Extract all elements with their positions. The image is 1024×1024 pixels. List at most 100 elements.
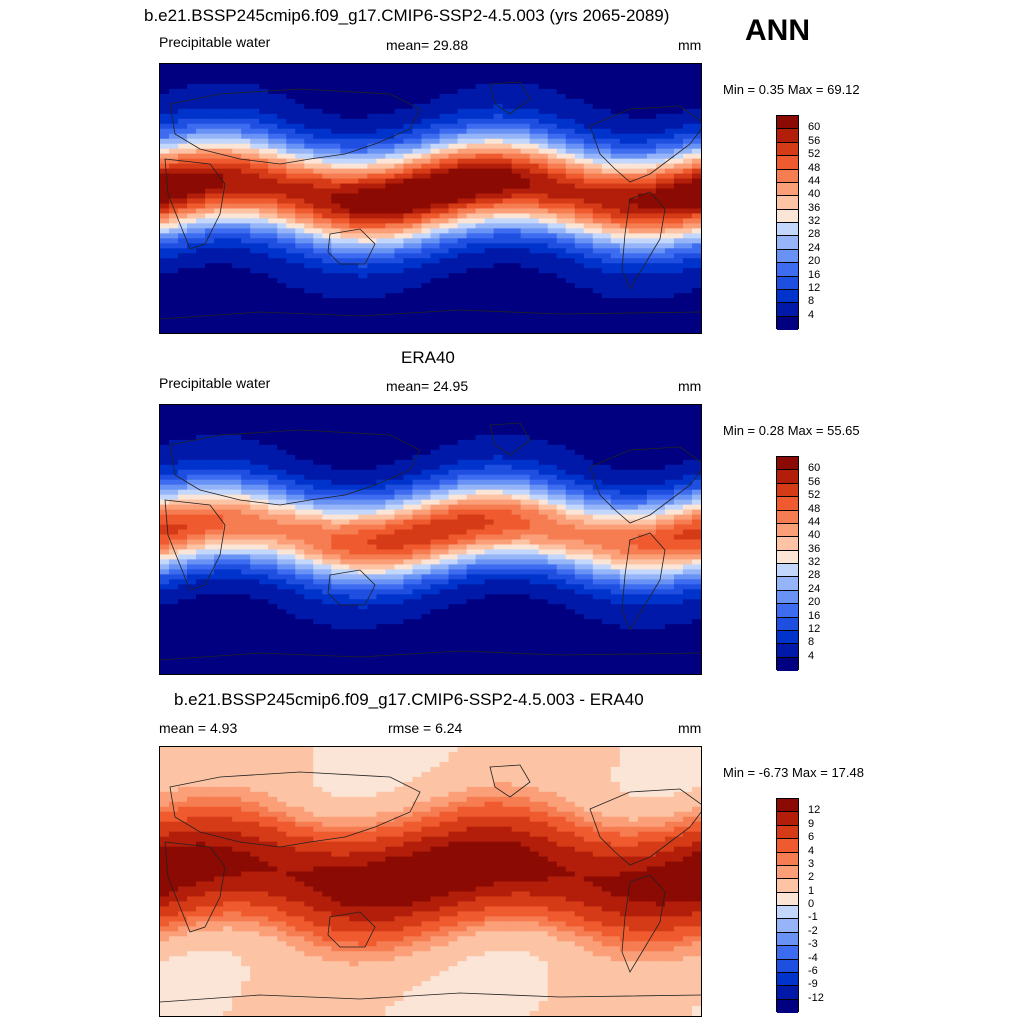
colorbar-tick-label: 36 bbox=[808, 542, 821, 555]
panel-2-colorbar bbox=[776, 456, 799, 671]
colorbar-segment bbox=[777, 999, 798, 1013]
panel-1-units: mm bbox=[678, 37, 702, 53]
panel-3-minmax: Min = -6.73 Max = 17.48 bbox=[723, 765, 864, 780]
coastline bbox=[160, 309, 701, 320]
map-field bbox=[160, 405, 701, 674]
panel-2-max-value: 55.65 bbox=[827, 423, 860, 438]
colorbar-tick-label: 16 bbox=[808, 609, 821, 622]
colorbar-tick-label: 3 bbox=[808, 857, 815, 870]
colorbar-segment bbox=[777, 644, 798, 658]
colorbar-segment bbox=[777, 156, 798, 170]
colorbar-tick-label: -2 bbox=[808, 924, 818, 937]
colorbar-segment bbox=[777, 617, 798, 631]
colorbar-segment bbox=[777, 630, 798, 645]
panel-2-minmax: Min = 0.28 Max = 55.65 bbox=[723, 423, 860, 438]
colorbar-segment bbox=[777, 129, 798, 143]
colorbar-tick-label: 1 bbox=[808, 884, 815, 897]
coastline bbox=[489, 764, 531, 798]
colorbar-segment bbox=[777, 919, 798, 933]
colorbar-tick-label: 44 bbox=[808, 515, 821, 528]
colorbar-segment bbox=[777, 590, 798, 605]
panel-2-max-label: Max = bbox=[787, 423, 824, 438]
colorbar-tick-label: 4 bbox=[808, 844, 815, 857]
colorbar-tick-label: 6 bbox=[808, 831, 815, 844]
colorbar-segment bbox=[777, 537, 798, 551]
panel-1-max-value: 69.12 bbox=[827, 82, 860, 97]
panel-2-variable-label: Precipitable water bbox=[159, 375, 271, 391]
coastline bbox=[589, 788, 701, 866]
panel-3-max-value: 17.48 bbox=[831, 765, 864, 780]
colorbar-segment bbox=[777, 564, 798, 578]
coastline bbox=[160, 650, 701, 661]
colorbar-tick-label: 12 bbox=[808, 281, 821, 294]
coastline bbox=[327, 228, 376, 265]
colorbar-segment bbox=[777, 182, 798, 197]
panel-2-units: mm bbox=[678, 378, 702, 394]
panel-1-min-label: Min = bbox=[723, 82, 756, 97]
colorbar-tick-label: -1 bbox=[808, 911, 818, 924]
colorbar-tick-label: -9 bbox=[808, 978, 818, 991]
colorbar-segment bbox=[777, 169, 798, 183]
panel-1-title: b.e21.BSSP245cmip6.f09_g17.CMIP6-SSP2-4.… bbox=[144, 6, 670, 25]
colorbar-tick-label: -4 bbox=[808, 951, 818, 964]
colorbar-segment bbox=[777, 812, 798, 826]
colorbar-segment bbox=[777, 457, 798, 471]
colorbar-segment bbox=[777, 986, 798, 1000]
colorbar-tick-label: 28 bbox=[808, 569, 821, 582]
colorbar-tick-label: 2 bbox=[808, 871, 815, 884]
coastline bbox=[589, 105, 701, 183]
colorbar-segment bbox=[777, 236, 798, 250]
colorbar-segment bbox=[777, 249, 798, 264]
panel-3-mean-label: mean = 4.93 bbox=[159, 720, 238, 736]
colorbar-segment bbox=[777, 959, 798, 973]
colorbar-tick-label: 9 bbox=[808, 817, 815, 830]
colorbar-tick-label: -12 bbox=[808, 991, 824, 1004]
colorbar-tick-label: 4 bbox=[808, 649, 815, 662]
season-label: ANN bbox=[745, 14, 810, 47]
colorbar-tick-label: 44 bbox=[808, 174, 821, 187]
coastline bbox=[489, 81, 531, 115]
colorbar-segment bbox=[777, 865, 798, 880]
coastline bbox=[589, 446, 701, 524]
colorbar-tick-label: 52 bbox=[808, 489, 821, 502]
coastline bbox=[621, 191, 666, 290]
colorbar-tick-label: 40 bbox=[808, 529, 821, 542]
colorbar-segment bbox=[777, 497, 798, 511]
coastline bbox=[169, 771, 421, 848]
colorbar-tick-label: 24 bbox=[808, 241, 821, 254]
colorbar-tick-label: 60 bbox=[808, 121, 821, 134]
coastline bbox=[160, 992, 701, 1003]
coastline bbox=[169, 88, 421, 165]
panel-3-rmse-label: rmse = 6.24 bbox=[388, 720, 463, 736]
panel-2-min-value: 0.28 bbox=[758, 423, 785, 438]
panel-2-title: ERA40 bbox=[401, 348, 455, 367]
colorbar-segment bbox=[777, 946, 798, 960]
panel-3-max-label: Max = bbox=[792, 765, 828, 780]
colorbar-tick-label: 4 bbox=[808, 308, 815, 321]
coastline bbox=[164, 499, 226, 591]
panel-1-mean-label: mean= 29.88 bbox=[386, 37, 469, 53]
colorbar-segment bbox=[777, 879, 798, 893]
map-field bbox=[160, 747, 701, 1016]
colorbar-segment bbox=[777, 470, 798, 484]
colorbar-tick-label: 36 bbox=[808, 201, 821, 214]
panel-3-map bbox=[159, 746, 702, 1017]
colorbar-tick-label: 32 bbox=[808, 215, 821, 227]
colorbar-tick-label: 0 bbox=[808, 898, 815, 910]
panel-2-min-label: Min = bbox=[723, 423, 756, 438]
colorbar-segment bbox=[777, 316, 798, 330]
panel-1-minmax: Min = 0.35 Max = 69.12 bbox=[723, 82, 860, 97]
colorbar-segment bbox=[777, 972, 798, 987]
colorbar-segment bbox=[777, 825, 798, 840]
colorbar-tick-label: 52 bbox=[808, 148, 821, 161]
colorbar-segment bbox=[777, 604, 798, 618]
coastline bbox=[621, 874, 666, 973]
panel-1-colorbar bbox=[776, 115, 799, 330]
panel-1-variable-label: Precipitable water bbox=[159, 34, 271, 50]
colorbar-segment bbox=[777, 196, 798, 210]
colorbar-tick-label: 20 bbox=[808, 255, 821, 268]
colorbar-tick-label: 56 bbox=[808, 475, 821, 488]
colorbar-segment bbox=[777, 303, 798, 317]
coastline bbox=[327, 911, 376, 948]
colorbar-tick-label: -3 bbox=[808, 938, 818, 951]
